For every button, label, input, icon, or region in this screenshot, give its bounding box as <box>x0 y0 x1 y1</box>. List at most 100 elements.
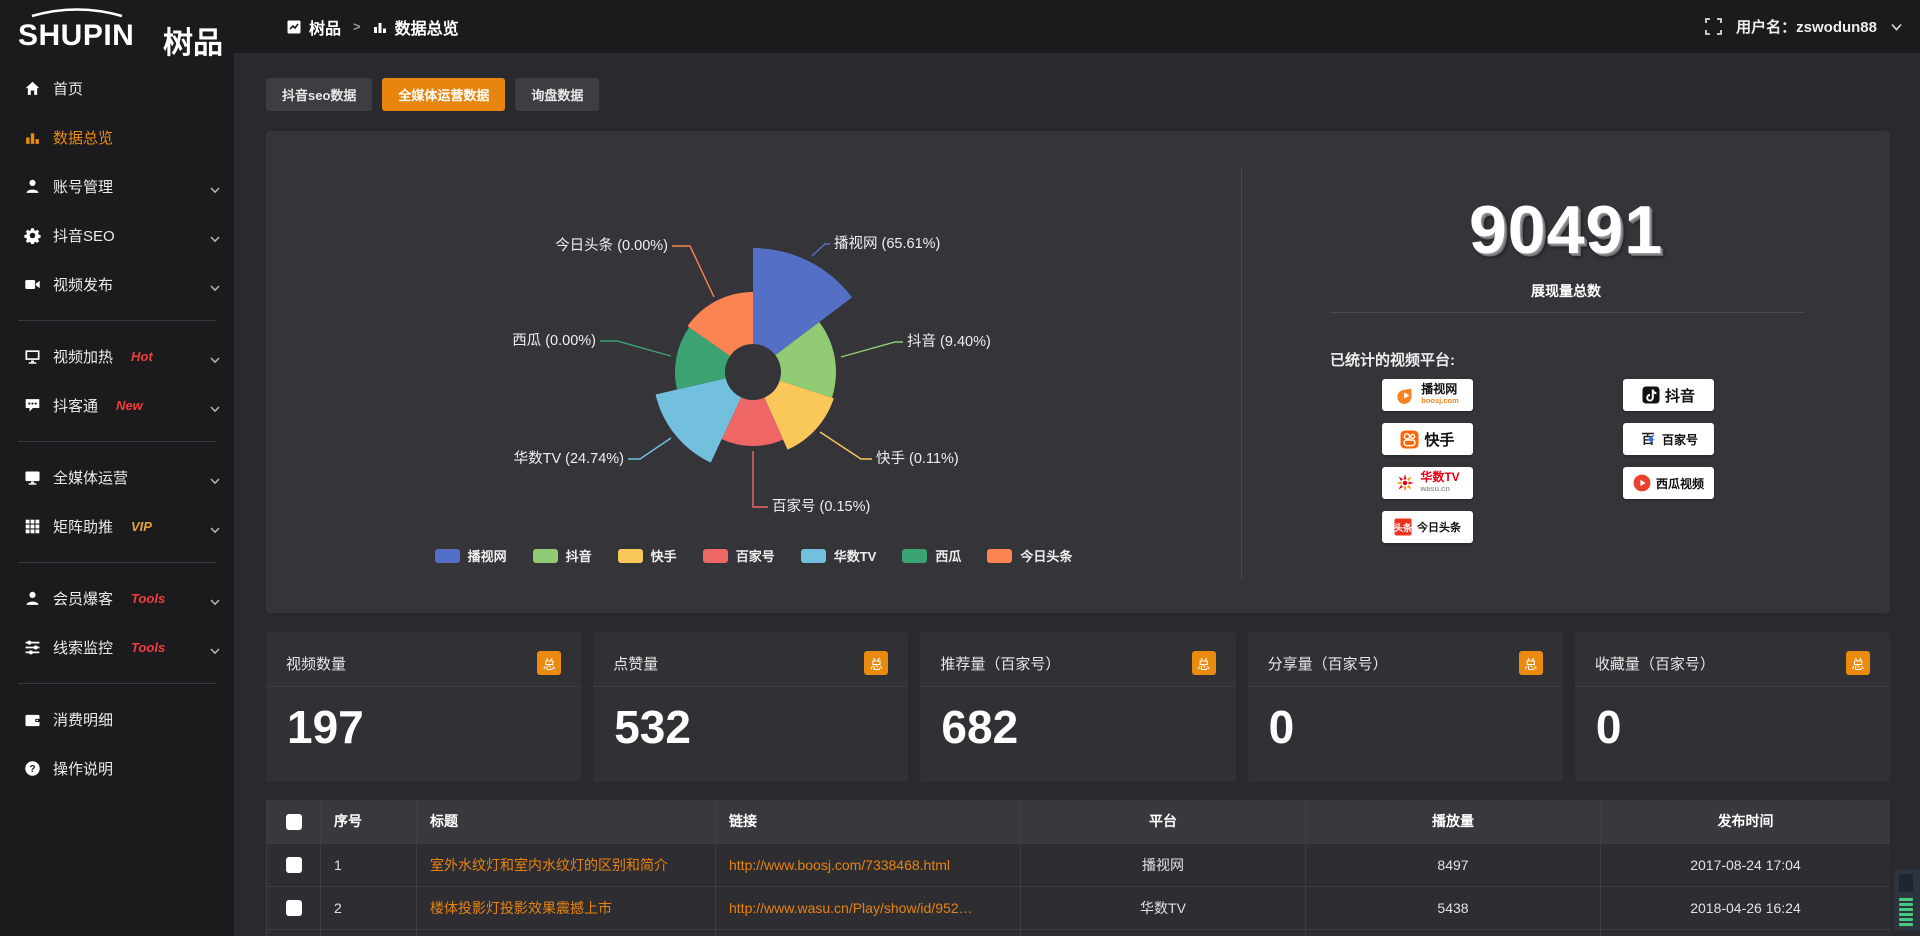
sidebar-item-13[interactable]: ? 操作说明 <box>0 744 234 793</box>
tab-2[interactable]: 全媒体运营数据 <box>382 78 506 111</box>
scroll-widget[interactable] <box>1894 869 1920 931</box>
sidebar-item-6[interactable]: 视频加热 Hot <box>0 332 234 381</box>
stat-card-4: 分享量（百家号） 总 0 <box>1247 632 1563 782</box>
douyin-logo-icon <box>1642 386 1660 404</box>
table-row-1: 1 室外水纹灯和室内水纹灯的区别和简介 http://www.boosj.com/7… <box>266 843 1890 887</box>
cell-no: 2 <box>334 899 342 916</box>
sidebar-item-11[interactable]: 线索监控 Tools <box>0 623 234 672</box>
platform-name: 今日头条 <box>1417 522 1461 534</box>
tab-3[interactable]: 询盘数据 <box>515 78 600 111</box>
cell-no: 1 <box>334 856 342 873</box>
select-all-checkbox[interactable] <box>285 813 302 830</box>
platform-name: 百家号 <box>1661 432 1698 447</box>
legend-item-今日头条[interactable]: 今日头条 <box>987 546 1072 565</box>
card-value: 197 <box>287 701 364 753</box>
breadcrumb-current[interactable]: 数据总览 <box>394 20 459 38</box>
pie-label-line <box>672 245 715 298</box>
card-head: 视频数量 总 <box>286 646 562 680</box>
card-head: 推荐量（百家号） 总 <box>940 646 1216 680</box>
breadcrumb-root[interactable]: 树品 <box>309 20 342 38</box>
panel-divider <box>1241 167 1242 580</box>
sidebar-item-5[interactable]: 视频发布 <box>0 260 234 309</box>
sidebar-item-8[interactable]: 全媒体运营 <box>0 453 234 502</box>
sidebar-item-badge: Tools <box>131 591 166 606</box>
stat-card-3: 推荐量（百家号） 总 682 <box>920 632 1236 782</box>
row-checkbox[interactable] <box>285 900 302 917</box>
legend-chip <box>902 548 928 563</box>
sidebar-item-4[interactable]: 抖音SEO <box>0 211 234 260</box>
tab-1[interactable]: 抖音seo数据 <box>266 78 373 111</box>
videos-table: 序号 标题 链接 平台 播放量 发布时间 1 室外水纹灯和室内水纹灯的区别和简介 http:/… <box>266 800 1890 936</box>
logo-text-en: SHUPIN <box>18 19 135 52</box>
sidebar-item-2[interactable]: 数据总览 <box>0 113 234 162</box>
legend-item-百家号[interactable]: 百家号 <box>702 546 775 565</box>
fullscreen-icon[interactable] <box>1705 18 1723 35</box>
toutiao-logo-icon: 头条 <box>1394 518 1412 536</box>
card-value: 532 <box>614 701 691 753</box>
sidebar-item-7[interactable]: 抖客通 New <box>0 381 234 430</box>
sidebar-item-9[interactable]: 矩阵助推 VIP <box>0 502 234 551</box>
pie-label: 播视网 (65.61%) <box>834 235 940 252</box>
sidebar-item-badge: Hot <box>131 349 153 364</box>
sidebar-item-label: 视频加热 <box>53 349 114 366</box>
card-total-badge: 总 <box>1846 651 1871 675</box>
legend-label: 今日头条 <box>1020 549 1073 564</box>
platform-name: 快手 <box>1424 431 1455 449</box>
sidebar-item-3[interactable]: 账号管理 <box>0 162 234 211</box>
chevron-down-icon <box>210 643 220 654</box>
legend-item-播视网[interactable]: 播视网 <box>434 546 507 565</box>
legend-item-华数TV[interactable]: 华数TV <box>800 546 877 565</box>
stat-card-5: 收藏量（百家号） 总 0 <box>1574 632 1891 782</box>
pie-slice-今日头条[interactable] <box>687 292 753 356</box>
pie-slice-西瓜[interactable] <box>675 327 731 390</box>
pie-label-line <box>819 431 872 460</box>
pie-label-line <box>840 341 903 358</box>
cell-time: 2018-04-26 16:24 <box>1690 899 1801 916</box>
legend-label: 华数TV <box>833 549 877 564</box>
cell-url-link[interactable]: http://www.wasu.cn/Play/show/id/952… <box>729 899 973 916</box>
question-icon: ? <box>24 760 41 777</box>
sidebar-divider <box>18 562 216 563</box>
select-all-header[interactable] <box>266 800 321 844</box>
card-title: 推荐量（百家号） <box>940 655 1061 673</box>
legend-item-快手[interactable]: 快手 <box>617 546 677 565</box>
card-title: 收藏量（百家号） <box>1594 655 1715 673</box>
pie-slice-百家号[interactable] <box>721 397 784 446</box>
username[interactable]: 用户名：zswodun88 <box>1736 19 1877 36</box>
cell-title-link[interactable]: 楼体投影灯投影效果震撼上市 <box>430 899 612 916</box>
pie-label: 快手 (0.11%) <box>876 450 959 467</box>
breadcrumb: 树品 > 数据总览 <box>287 0 459 53</box>
pie-slice-华数TV[interactable] <box>655 378 742 463</box>
pie-slice-播视网[interactable] <box>753 248 853 356</box>
breadcrumb-separator: > <box>353 19 361 34</box>
sidebar-divider <box>18 441 216 442</box>
chevron-down-icon[interactable] <box>1891 23 1902 31</box>
platforms-label: 已统计的视频平台: <box>1330 352 1455 369</box>
cell-title-link[interactable]: 室外水纹灯和室内水纹灯的区别和简介 <box>430 856 668 873</box>
row-checkbox[interactable] <box>285 857 302 874</box>
sidebar-item-10[interactable]: 会员爆客 Tools <box>0 574 234 623</box>
cell-plays: 8497 <box>1437 856 1469 873</box>
cell-url-link[interactable]: http://www.boosj.com/7338468.html <box>729 856 951 873</box>
chevron-down-icon <box>210 231 220 242</box>
pie-slice-快手[interactable] <box>764 380 834 450</box>
boosj-logo-icon <box>1396 385 1416 405</box>
sidebar-item-label: 视频发布 <box>53 277 114 294</box>
legend-label: 抖音 <box>565 549 592 564</box>
pie-slice-抖音[interactable] <box>775 322 836 398</box>
platform-name: 华数TV wasu.cn <box>1420 470 1460 493</box>
sidebar-item-badge: New <box>116 398 143 413</box>
card-total-badge: 总 <box>1191 651 1216 675</box>
kuaishou-logo-icon <box>1400 430 1419 449</box>
baijia-logo-icon: 百 <box>1639 430 1657 448</box>
platform-sub: boosj.com <box>1421 396 1459 405</box>
col-header-平台: 平台 <box>1020 800 1306 844</box>
pie-label: 华数TV (24.74%) <box>514 450 624 467</box>
impressions-label: 展现量总数 <box>1531 283 1601 299</box>
card-title: 分享量（百家号） <box>1267 655 1388 673</box>
legend-item-抖音[interactable]: 抖音 <box>532 546 592 565</box>
sidebar-item-12[interactable]: 消费明细 <box>0 695 234 744</box>
legend-item-西瓜[interactable]: 西瓜 <box>902 546 961 565</box>
col-header-链接: 链接 <box>715 800 1021 844</box>
sidebar-item-1[interactable]: 首页 <box>0 64 234 113</box>
